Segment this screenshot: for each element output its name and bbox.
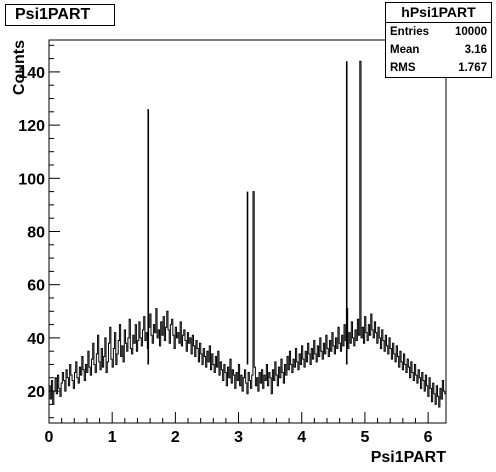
y-axis-title: Counts	[11, 40, 28, 95]
x-axis-title: Psi1PART	[371, 449, 447, 466]
x-tick-label: 3	[234, 429, 243, 446]
y-tick-label: 60	[27, 278, 45, 295]
stats-label: RMS	[390, 62, 416, 74]
stats-value: 3.16	[464, 44, 487, 56]
x-tick-label: 2	[171, 429, 180, 446]
y-tick-label: 40	[27, 331, 45, 348]
y-tick-label: 140	[18, 65, 45, 82]
stats-row-entries: Entries 10000	[386, 23, 491, 41]
stats-histogram-name: hPsi1PART	[386, 3, 491, 23]
stats-box: hPsi1PART Entries 10000 Mean 3.16 RMS 1.…	[385, 2, 492, 78]
histogram-line	[49, 60, 446, 408]
x-tick-label: 0	[45, 429, 54, 446]
axis-frame	[48, 39, 447, 424]
y-tick-label: 100	[18, 171, 45, 188]
x-tick-label: 4	[297, 429, 306, 446]
x-tick-label: 6	[424, 429, 433, 446]
x-tick-label: 5	[360, 429, 369, 446]
tick-labels: 0 1 2 3 4 5 6 20 40 60 80 100 120 140	[18, 65, 432, 446]
stats-row-rms: RMS 1.767	[386, 59, 491, 77]
y-tick-label: 120	[18, 118, 45, 135]
stats-value: 1.767	[458, 62, 487, 74]
x-tick-label: 1	[108, 429, 117, 446]
stats-label: Entries	[390, 26, 429, 38]
axis-ticks	[48, 44, 429, 423]
pad-title: Psi1PART	[5, 4, 115, 26]
y-tick-label: 80	[27, 225, 45, 242]
y-tick-label: 20	[27, 384, 45, 401]
stats-row-mean: Mean 3.16	[386, 41, 491, 59]
stats-value: 10000	[455, 26, 487, 38]
stats-label: Mean	[390, 44, 420, 56]
